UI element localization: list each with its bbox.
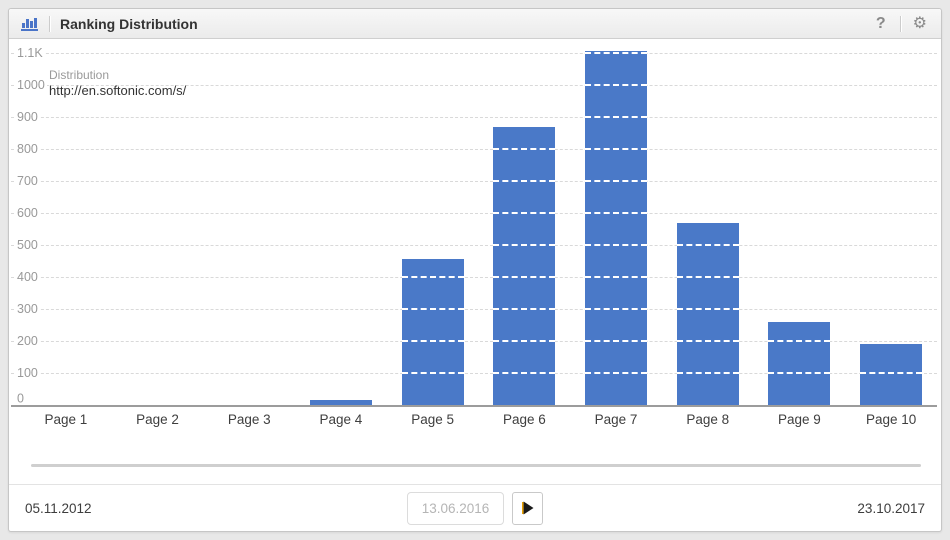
gridline-over-bar [493,180,556,182]
legend-series-name: Distribution [49,68,110,82]
x-tick-label: Page 6 [502,412,546,427]
gridline-over-bar [493,308,556,310]
y-tick-label: 900 [15,110,40,124]
gridline [11,245,937,246]
gridline-over-bar [768,372,831,374]
ranking-distribution-chart: 0 100 200 300 400 500 600 700 800 900 1000 1.1K Pag… [9,40,941,485]
x-tick-label: Page 7 [594,412,638,427]
gridline-over-bar [493,276,556,278]
gridline-over-bar [585,180,648,182]
y-tick-label: 800 [15,142,40,156]
gridline-over-bar [401,340,464,342]
bar-chart-icon [21,16,39,31]
x-axis-line [11,405,937,407]
gridline-over-bar [493,372,556,374]
gridline-over-bar [585,52,648,54]
y-tick-label: 400 [15,270,40,284]
gridline-over-bar [585,276,648,278]
gridline [11,117,937,118]
gridline-over-bar [585,148,648,150]
x-tick-label: Page 2 [136,412,179,427]
widget-footer: 05.11.2012 23.10.2017 [9,484,941,531]
gridline [11,85,937,86]
y-tick-label: 600 [15,206,40,220]
y-tick-label: 300 [15,302,40,316]
bar-page-9[interactable] [768,321,831,405]
help-icon[interactable]: ? [875,14,886,32]
gridline [11,341,937,342]
gridline [11,181,937,182]
x-tick-label: Page 5 [411,412,455,427]
gridline-over-bar [585,212,648,214]
y-tick-label: 500 [15,238,40,252]
gridline-over-bar [585,372,648,374]
gridline-over-bar [676,340,739,342]
bar-page-7[interactable] [585,51,648,405]
y-tick-label: 100 [15,366,40,380]
chart-legend: Distribution http://en.softonic.com/s/ [49,68,186,98]
y-tick-label: 1000 [15,78,47,92]
gridline [11,277,937,278]
bar-page-10[interactable] [860,344,923,405]
gridline-over-bar [676,244,739,246]
gridline-over-bar [401,308,464,310]
start-date: 05.11.2012 [25,500,92,516]
x-tick-label: Page 8 [686,412,730,427]
ranking-distribution-widget: Ranking Distribution ? ⚙ 0 100 200 300 400 50… [8,8,942,532]
gridline [11,373,937,374]
gridline-over-bar [493,212,556,214]
gridline-over-bar [401,372,464,374]
plot-area [20,51,937,405]
widget-title: Ranking Distribution [60,15,198,32]
gridline [11,213,937,214]
gridline-over-bar [768,340,831,342]
widget-header: Ranking Distribution ? ⚙ [9,9,941,39]
date-input[interactable] [407,491,504,525]
gridline-over-bar [493,340,556,342]
gridline-over-bar [585,116,648,118]
header-divider [49,15,50,32]
bar-page-6[interactable] [493,126,556,405]
gridline-over-bar [860,372,923,374]
end-date: 23.10.2017 [857,500,925,516]
x-tick-label: Page 10 [865,412,917,427]
gridline-over-bar [493,244,556,246]
gridline-over-bar [585,308,648,310]
y-axis-labels: 0 100 200 300 400 500 600 700 800 900 1000 1.1K [15,46,55,406]
gridline-over-bar [676,372,739,374]
gridline-over-bar [585,84,648,86]
y-tick-label: 200 [15,334,40,348]
gridline-over-bar [401,276,464,278]
x-axis-labels: Page 1 Page 2 Page 3 Page 4 Page 5 Page 6 Page… [20,412,937,432]
gridline [11,309,937,310]
bar-page-5[interactable] [401,259,464,405]
y-tick-label: 0 [15,391,26,406]
gridline-over-bar [493,148,556,150]
bar-page-8[interactable] [676,222,739,405]
x-tick-label: Page 3 [227,412,271,427]
gridline [11,149,937,150]
x-tick-label: Page 1 [44,412,88,427]
gridline-over-bar [676,276,739,278]
y-tick-label: 1.1K [15,46,45,60]
gridline [11,53,937,54]
gridline-over-bar [585,244,648,246]
timeline-scrollbar[interactable] [31,464,921,467]
gridline-over-bar [585,340,648,342]
play-button[interactable] [512,491,543,525]
gear-icon[interactable]: ⚙ [912,14,927,32]
gridline-over-bar [676,308,739,310]
gridlines [11,53,937,405]
bar-page-4[interactable] [309,400,372,405]
x-tick-label: Page 9 [778,412,821,427]
x-tick-label: Page 4 [319,412,363,427]
y-tick-label: 700 [15,174,40,188]
play-icon [521,501,533,515]
legend-url: http://en.softonic.com/s/ [49,83,187,98]
header-divider [899,15,901,32]
